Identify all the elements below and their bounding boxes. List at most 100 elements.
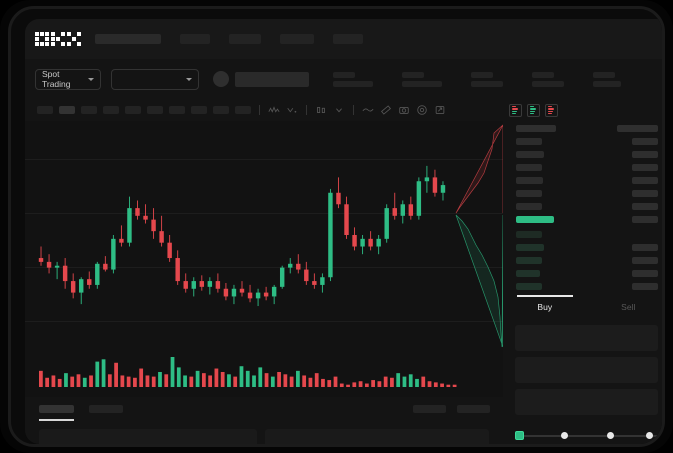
dropdown-icon[interactable] xyxy=(333,104,345,116)
orders-action-2[interactable] xyxy=(457,405,490,413)
orders-content-left xyxy=(39,429,257,444)
interval-button-2[interactable] xyxy=(59,106,75,114)
tab-buy-label: Buy xyxy=(537,302,552,312)
buy-sell-tabs: Buy Sell xyxy=(503,295,665,319)
nav-search[interactable] xyxy=(95,34,161,44)
chart-type-icon[interactable] xyxy=(315,104,327,116)
orderbook-ask-amount[interactable] xyxy=(632,177,658,184)
interval-button-4[interactable] xyxy=(103,106,119,114)
orderbook-mode-toolbar xyxy=(503,99,665,121)
interval-button-10[interactable] xyxy=(235,106,251,114)
ticker-stat-label xyxy=(593,72,615,78)
device-frame: Spot Trading xyxy=(0,0,673,453)
active-tab-indicator xyxy=(39,419,74,421)
compare-icon[interactable] xyxy=(286,104,298,116)
interval-buttons-group xyxy=(37,106,251,114)
nav-item-3[interactable] xyxy=(280,34,314,44)
orderbook-ask-row[interactable] xyxy=(516,138,542,145)
slider-dot-75[interactable] xyxy=(646,432,653,439)
orderbook-bid-amount[interactable] xyxy=(632,270,658,277)
ticker-stat-5 xyxy=(593,72,621,87)
slider-handle[interactable] xyxy=(515,431,524,440)
nav-item-2[interactable] xyxy=(229,34,261,44)
orderbook-ask-amount[interactable] xyxy=(632,190,658,197)
ticker-stat-label xyxy=(333,72,355,78)
orders-panel xyxy=(25,397,503,444)
interval-button-9[interactable] xyxy=(213,106,229,114)
nav-item-4[interactable] xyxy=(333,34,363,44)
market-subheader: Spot Trading xyxy=(25,59,665,99)
orderbook-and-trade-panel: Buy Sell xyxy=(503,99,665,444)
orderbook-both-icon[interactable] xyxy=(509,104,522,117)
orderbook-bids-icon[interactable] xyxy=(527,104,540,117)
settings-icon[interactable] xyxy=(416,104,428,116)
indicators-icon[interactable] xyxy=(268,104,280,116)
orderbook-amount-header[interactable] xyxy=(617,125,658,132)
okx-logo[interactable] xyxy=(35,32,81,46)
interval-button-6[interactable] xyxy=(147,106,163,114)
tab-buy[interactable]: Buy xyxy=(503,295,587,319)
fullscreen-icon[interactable] xyxy=(434,104,446,116)
orderbook-bid-row[interactable] xyxy=(516,283,542,290)
logo-letter-k xyxy=(51,32,65,46)
interval-button-5[interactable] xyxy=(125,106,141,114)
orderbook-rows[interactable] xyxy=(503,121,665,291)
orders-tab-2[interactable] xyxy=(89,405,123,413)
volume-chart xyxy=(25,349,503,397)
logo-letter-o xyxy=(35,32,49,46)
orderbook-bid-row[interactable] xyxy=(516,244,544,251)
nav-items-group xyxy=(95,34,363,44)
slider-track xyxy=(523,435,665,437)
amount-input[interactable] xyxy=(515,357,658,383)
orderbook-asks-icon[interactable] xyxy=(545,104,558,117)
orders-action-1[interactable] xyxy=(413,405,446,413)
orderbook-price-header[interactable] xyxy=(516,125,556,132)
orderbook-bid-amount[interactable] xyxy=(632,283,658,290)
orderbook-bid-amount[interactable] xyxy=(632,257,658,264)
orderbook-ask-amount[interactable] xyxy=(632,203,658,210)
orderbook-bid-amount[interactable] xyxy=(632,244,658,251)
ticker-stat-label xyxy=(471,72,493,78)
candlestick-series xyxy=(25,121,503,349)
camera-icon[interactable] xyxy=(398,104,410,116)
avatar xyxy=(213,71,229,87)
toolbar-divider xyxy=(259,105,260,115)
ticker-stat-label xyxy=(532,72,554,78)
total-input[interactable] xyxy=(515,389,658,415)
line-chart-icon[interactable] xyxy=(362,104,374,116)
orderbook-current-amount[interactable] xyxy=(632,216,658,223)
orderbook-ask-amount[interactable] xyxy=(632,151,658,158)
slider-dot-50[interactable] xyxy=(607,432,614,439)
orderbook-bid-row[interactable] xyxy=(516,231,542,238)
market-type-selector[interactable]: Spot Trading xyxy=(35,69,101,90)
orderbook-ask-row[interactable] xyxy=(516,177,543,184)
toolbar-divider xyxy=(306,105,307,115)
orderbook-ask-row[interactable] xyxy=(516,190,542,197)
orderbook-ask-row[interactable] xyxy=(516,151,544,158)
orderbook-bid-row[interactable] xyxy=(516,257,542,264)
orderbook-current-price[interactable] xyxy=(516,216,554,223)
interval-button-3[interactable] xyxy=(81,106,97,114)
orderbook-bid-row[interactable] xyxy=(516,270,540,277)
tab-sell-label: Sell xyxy=(621,302,635,312)
trading-pair-selector[interactable] xyxy=(111,69,199,90)
chevron-down-icon xyxy=(88,78,94,81)
interval-button-7[interactable] xyxy=(169,106,185,114)
market-type-label: Spot Trading xyxy=(42,69,83,89)
ruler-icon[interactable] xyxy=(380,104,392,116)
orders-tab-1[interactable] xyxy=(39,405,74,413)
top-navigation-bar xyxy=(25,19,665,59)
orderbook-ask-row[interactable] xyxy=(516,203,542,210)
tab-sell[interactable]: Sell xyxy=(587,295,666,319)
interval-button-1[interactable] xyxy=(37,106,53,114)
interval-button-8[interactable] xyxy=(191,106,207,114)
nav-item-1[interactable] xyxy=(180,34,210,44)
ticker-stat-2 xyxy=(402,72,442,87)
price-input[interactable] xyxy=(515,325,658,351)
orderbook-ask-amount[interactable] xyxy=(632,164,658,171)
slider-dot-25[interactable] xyxy=(561,432,568,439)
amount-percent-slider[interactable] xyxy=(515,430,665,442)
depth-chart-overlay xyxy=(450,121,503,349)
orderbook-ask-amount[interactable] xyxy=(632,138,658,145)
orderbook-ask-row[interactable] xyxy=(516,164,542,171)
